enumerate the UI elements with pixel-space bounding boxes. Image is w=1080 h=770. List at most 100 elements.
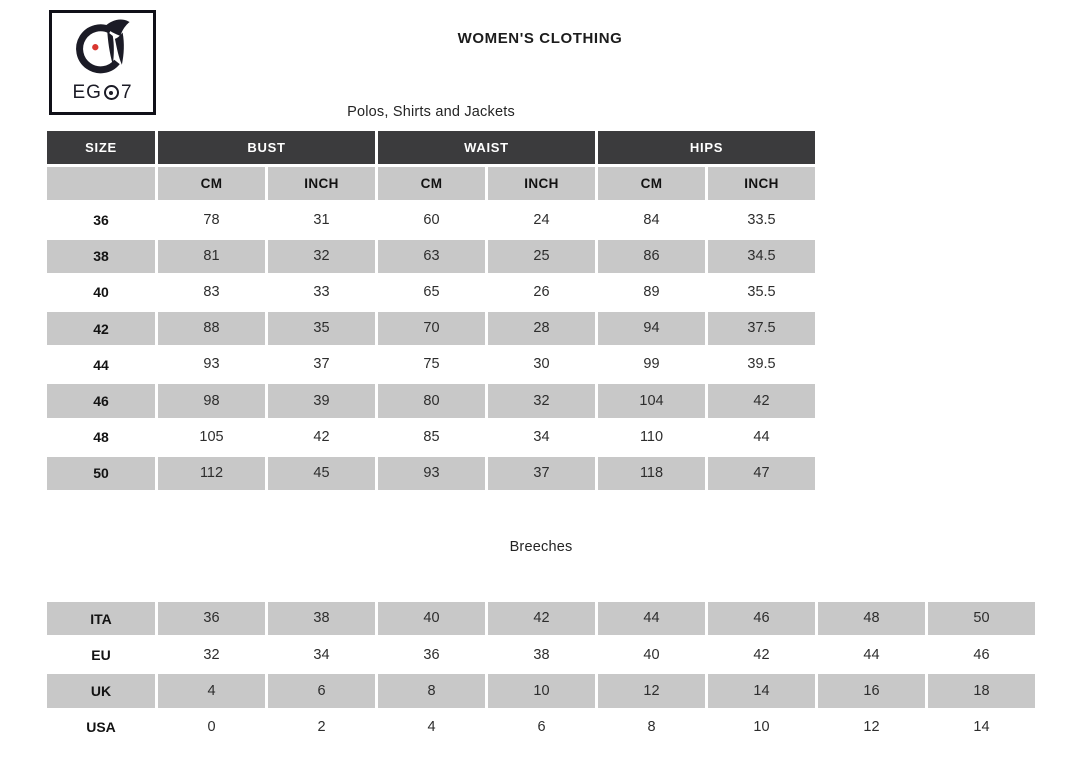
measurement-cell: 47 <box>708 456 815 490</box>
measurement-cell: 86 <box>598 239 705 273</box>
measurement-cell: 60 <box>423 211 440 228</box>
measurement-cell: 88 <box>158 311 265 346</box>
measurement-cell: 42 <box>313 428 330 445</box>
unit-subheader-cell <box>47 167 155 201</box>
size-label-cell: 36 <box>93 211 109 228</box>
measurement-cell: 26 <box>533 284 550 301</box>
unit-subheader-cell: INCH <box>488 167 595 201</box>
measurement-cell: 65 <box>423 284 440 301</box>
measurement-cell: 30 <box>533 356 550 373</box>
ego7-logo: EG 7 <box>49 10 156 115</box>
size-value-cell: 8 <box>378 674 485 708</box>
page-title: WOMEN'S CLOTHING <box>457 30 623 47</box>
size-label-cell: 46 <box>47 384 155 418</box>
size-value-cell: 36 <box>423 646 440 663</box>
size-value-cell: 50 <box>928 602 1035 636</box>
size-value-cell: 38 <box>268 602 375 636</box>
measurement-cell: 83 <box>203 284 220 301</box>
size-value-cell: 4 <box>158 674 265 708</box>
measurement-cell: 75 <box>423 356 440 373</box>
size-value-cell: 8 <box>647 718 656 735</box>
horse-head-icon <box>75 19 130 74</box>
measurement-cell: 81 <box>158 239 265 273</box>
unit-subheader-cell: CM <box>378 167 485 201</box>
measurement-cell: 110 <box>639 428 664 445</box>
size-value-cell: 12 <box>598 674 705 708</box>
measurement-cell: 98 <box>158 384 265 418</box>
size-label-cell: 48 <box>93 429 109 446</box>
measurement-cell: 84 <box>643 211 660 228</box>
size-value-cell: 38 <box>533 646 550 663</box>
measurement-cell: 78 <box>203 211 220 228</box>
size-label-cell: 38 <box>47 239 155 273</box>
unit-subheader-cell: CM <box>598 167 705 201</box>
measurement-cell: 34.5 <box>708 239 815 273</box>
size-value-cell: 34 <box>313 646 330 663</box>
measurement-cell: 24 <box>533 211 550 228</box>
measurement-cell: 25 <box>488 239 595 273</box>
measurement-cell: 32 <box>488 384 595 418</box>
size-value-cell: 42 <box>488 602 595 636</box>
size-value-cell: 16 <box>818 674 925 708</box>
size-value-cell: 12 <box>863 718 880 735</box>
measurement-cell: 32 <box>268 239 375 273</box>
measurement-cell: 39 <box>268 384 375 418</box>
size-value-cell: 36 <box>158 602 265 636</box>
size-value-cell: 10 <box>488 674 595 708</box>
size-value-cell: 42 <box>753 646 770 663</box>
size-value-cell: 48 <box>818 602 925 636</box>
measurement-cell: 93 <box>378 456 485 490</box>
measurement-cell: 80 <box>378 384 485 418</box>
measurement-cell: 105 <box>199 428 224 445</box>
column-group-header: HIPS <box>598 131 815 165</box>
measurement-cell: 93 <box>203 356 220 373</box>
size-value-cell: 0 <box>207 718 216 735</box>
region-label-cell: EU <box>91 646 111 663</box>
region-label-cell: USA <box>86 719 116 736</box>
region-label-cell: ITA <box>47 602 155 636</box>
size-value-cell: 2 <box>317 718 326 735</box>
logo-eye-dot <box>91 44 98 51</box>
measurement-cell: 37 <box>488 456 595 490</box>
measurement-cell: 42 <box>708 384 815 418</box>
column-group-header: SIZE <box>47 131 155 165</box>
size-value-cell: 14 <box>708 674 815 708</box>
size-value-cell: 6 <box>268 674 375 708</box>
logo-wordmark-left: EG <box>72 82 102 103</box>
unit-subheader-cell: INCH <box>268 167 375 201</box>
measurement-cell: 44 <box>753 428 770 445</box>
size-value-cell: 44 <box>598 602 705 636</box>
size-label-cell: 42 <box>47 311 155 346</box>
measurement-cell: 34 <box>533 428 550 445</box>
size-value-cell: 46 <box>973 646 990 663</box>
size-label-cell: 50 <box>47 456 155 490</box>
unit-subheader-cell: CM <box>158 167 265 201</box>
measurement-cell: 37.5 <box>708 311 815 346</box>
logo-o-dot <box>109 90 114 95</box>
measurement-cell: 33 <box>313 284 330 301</box>
measurement-cell: 104 <box>598 384 705 418</box>
size-value-cell: 4 <box>427 718 436 735</box>
size-value-cell: 14 <box>973 718 990 735</box>
size-value-cell: 44 <box>863 646 880 663</box>
size-value-cell: 10 <box>753 718 770 735</box>
size-value-cell: 46 <box>708 602 815 636</box>
measurement-cell: 31 <box>313 211 330 228</box>
breeches-table-title: Breeches <box>509 539 573 555</box>
logo-o-ring-icon <box>103 85 119 100</box>
measurement-cell: 35.5 <box>747 284 776 301</box>
size-value-cell: 18 <box>928 674 1035 708</box>
size-label-cell: 44 <box>93 356 109 373</box>
measurement-cell: 99 <box>643 356 660 373</box>
logo-wordmark-right: 7 <box>120 82 133 103</box>
size-value-cell: 32 <box>203 646 220 663</box>
measurement-cell: 33.5 <box>747 211 776 228</box>
measurement-cell: 112 <box>158 456 265 490</box>
measurement-cell: 39.5 <box>747 356 776 373</box>
measurement-cell: 85 <box>423 428 440 445</box>
breeches-table: ITA 36 38 40 42 44 46 48 50 EU 32 34 36 38 40 42 44 46 UK 4… <box>47 602 1035 744</box>
measurement-cell: 89 <box>643 284 660 301</box>
size-label-cell: 40 <box>93 284 109 301</box>
size-value-cell: 40 <box>378 602 485 636</box>
